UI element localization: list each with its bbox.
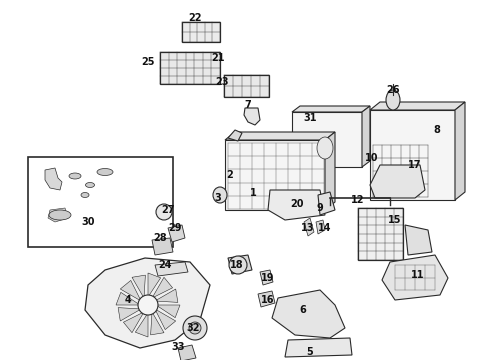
Polygon shape	[155, 309, 176, 329]
Ellipse shape	[213, 187, 227, 203]
Polygon shape	[455, 102, 465, 200]
Polygon shape	[244, 108, 260, 125]
Circle shape	[189, 322, 201, 334]
Bar	[358, 208, 403, 260]
Text: 4: 4	[124, 295, 131, 305]
Text: 12: 12	[351, 195, 365, 205]
Text: 5: 5	[307, 347, 314, 357]
Polygon shape	[370, 165, 425, 198]
Text: 2: 2	[227, 170, 233, 180]
Polygon shape	[135, 313, 148, 337]
Polygon shape	[285, 338, 352, 357]
Polygon shape	[148, 273, 161, 297]
Text: 1: 1	[249, 188, 256, 198]
Polygon shape	[45, 168, 62, 190]
Text: 27: 27	[161, 205, 175, 215]
Text: 20: 20	[290, 199, 304, 209]
Polygon shape	[156, 305, 180, 318]
Bar	[224, 75, 269, 97]
Bar	[292, 112, 362, 167]
Ellipse shape	[69, 173, 81, 179]
Bar	[28, 157, 173, 247]
Text: 21: 21	[211, 53, 225, 63]
Polygon shape	[382, 255, 448, 300]
Ellipse shape	[386, 90, 400, 110]
Text: 11: 11	[411, 270, 425, 280]
Polygon shape	[168, 225, 185, 242]
Bar	[160, 52, 220, 84]
Circle shape	[229, 256, 247, 274]
Text: 32: 32	[186, 323, 200, 333]
Text: 14: 14	[318, 223, 332, 233]
Polygon shape	[150, 312, 164, 335]
Bar	[182, 22, 220, 42]
Text: 3: 3	[215, 193, 221, 203]
Text: 26: 26	[386, 85, 400, 95]
Polygon shape	[405, 225, 432, 255]
Bar	[370, 110, 455, 200]
Ellipse shape	[85, 183, 95, 188]
Polygon shape	[292, 106, 370, 112]
Bar	[395, 265, 435, 290]
Polygon shape	[268, 190, 325, 220]
Polygon shape	[155, 289, 178, 302]
Text: 24: 24	[158, 260, 172, 270]
Text: 33: 33	[171, 342, 185, 352]
Polygon shape	[304, 218, 314, 236]
Polygon shape	[362, 106, 370, 167]
Polygon shape	[152, 277, 172, 298]
Polygon shape	[120, 280, 141, 301]
Polygon shape	[272, 290, 345, 338]
Polygon shape	[85, 258, 210, 348]
Text: 22: 22	[188, 13, 202, 23]
Polygon shape	[123, 312, 144, 333]
Text: 17: 17	[408, 160, 422, 170]
Text: 9: 9	[317, 203, 323, 213]
Polygon shape	[258, 291, 275, 307]
Text: 19: 19	[261, 273, 275, 283]
Polygon shape	[370, 102, 465, 110]
Polygon shape	[225, 132, 335, 140]
Polygon shape	[132, 275, 146, 298]
Text: 6: 6	[299, 305, 306, 315]
Circle shape	[156, 204, 172, 220]
Text: 28: 28	[153, 233, 167, 243]
Polygon shape	[325, 132, 335, 210]
Polygon shape	[260, 270, 273, 285]
Text: 15: 15	[388, 215, 402, 225]
Text: 31: 31	[303, 113, 317, 123]
Text: 25: 25	[141, 57, 155, 67]
Polygon shape	[118, 307, 141, 321]
Ellipse shape	[317, 137, 333, 159]
Polygon shape	[155, 262, 188, 276]
Bar	[373, 145, 428, 197]
Text: 16: 16	[261, 295, 275, 305]
Text: 30: 30	[81, 217, 95, 227]
Text: 8: 8	[434, 125, 441, 135]
Bar	[228, 143, 324, 209]
Polygon shape	[228, 255, 252, 274]
Text: 7: 7	[245, 100, 251, 110]
Polygon shape	[318, 192, 335, 215]
Polygon shape	[228, 130, 242, 141]
Circle shape	[183, 316, 207, 340]
Text: 29: 29	[168, 223, 182, 233]
Circle shape	[138, 295, 158, 315]
Ellipse shape	[97, 168, 113, 175]
Polygon shape	[48, 208, 68, 222]
Text: 23: 23	[215, 77, 229, 87]
Polygon shape	[316, 220, 325, 234]
Ellipse shape	[49, 210, 71, 220]
Polygon shape	[152, 238, 173, 255]
Ellipse shape	[81, 193, 89, 198]
Text: 10: 10	[365, 153, 379, 163]
Text: 18: 18	[230, 260, 244, 270]
Polygon shape	[116, 292, 140, 305]
Bar	[225, 140, 325, 210]
Polygon shape	[178, 345, 196, 360]
Text: 13: 13	[301, 223, 315, 233]
